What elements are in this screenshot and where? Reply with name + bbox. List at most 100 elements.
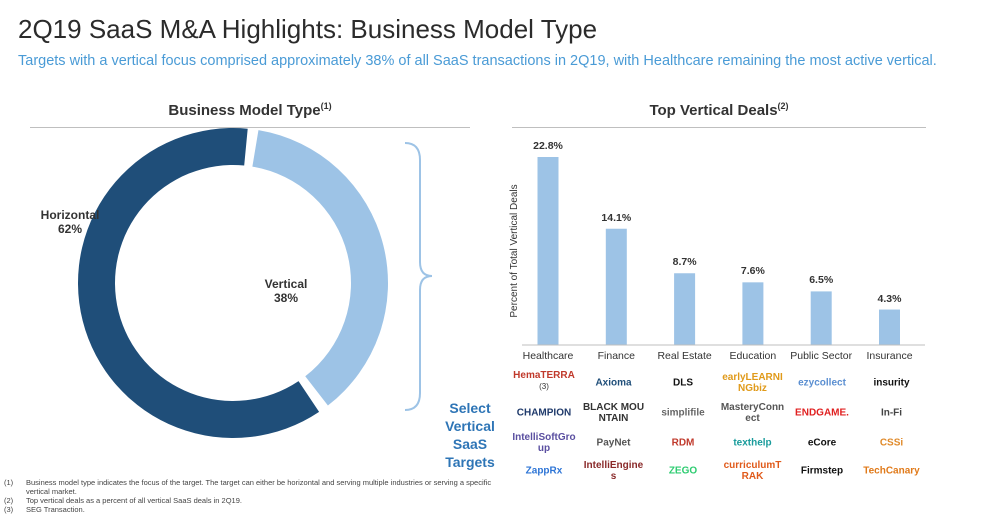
company-logo: CHAMPION bbox=[512, 408, 576, 419]
data-label: 6.5% bbox=[809, 274, 834, 287]
company-logo: eCore bbox=[790, 438, 854, 449]
logo-text: RDM bbox=[671, 437, 695, 449]
logo-text: simplifile bbox=[661, 407, 705, 419]
company-logo: ZEGO bbox=[651, 466, 715, 477]
divider bbox=[30, 127, 470, 128]
logo-text: PayNet bbox=[596, 437, 631, 449]
footnote-text: Top vertical deals as a percent of all v… bbox=[26, 496, 242, 505]
page-subtitle: Targets with a vertical focus comprised … bbox=[18, 53, 937, 69]
footnote: (1) Business model type indicates the foc… bbox=[4, 478, 491, 487]
company-logo: DLS bbox=[651, 378, 715, 389]
company-logo: IntelliSoftGroup bbox=[512, 432, 576, 454]
category-label: Education bbox=[729, 350, 777, 362]
category: Horizontal bbox=[40, 208, 100, 222]
value: 38% bbox=[273, 291, 299, 305]
label-horizontal: Horizontal 62% bbox=[30, 208, 110, 236]
logo-text: In-Fi bbox=[880, 407, 903, 419]
bar-real-estate bbox=[674, 273, 696, 345]
footnote-text: SEG Transaction. bbox=[26, 505, 85, 514]
logo-text: ZEGO bbox=[668, 465, 698, 477]
company-logo: In-Fi bbox=[860, 408, 924, 419]
data-label: 7.6% bbox=[740, 265, 765, 278]
logo-text: MasteryConnect bbox=[720, 402, 785, 424]
footnote-text: vertical market. bbox=[26, 487, 77, 496]
category-label: Insurance bbox=[866, 350, 913, 362]
footnote: (2) Top vertical deals as a percent of al… bbox=[4, 496, 242, 505]
business-model-heading: Business Model Type(1) bbox=[30, 101, 470, 119]
donut-slice-vertical bbox=[252, 130, 388, 406]
heading-text: Business Model Type bbox=[168, 102, 321, 119]
data-label: 8.7% bbox=[672, 256, 697, 269]
data-label: 4.3% bbox=[877, 292, 902, 305]
footnote-ref: (3) bbox=[539, 381, 549, 391]
company-logo: insurity bbox=[860, 378, 924, 389]
category-label: Finance bbox=[597, 350, 635, 362]
footnote-text: Business model type indicates the focus … bbox=[26, 478, 492, 487]
company-logo: HemaTERRA(3) bbox=[512, 370, 576, 396]
logo-text: HemaTERRA bbox=[513, 369, 575, 381]
company-logo: earlyLEARNINGbiz bbox=[721, 372, 785, 394]
company-logo: PayNet bbox=[582, 438, 646, 449]
footnote-num: (2) bbox=[4, 496, 14, 505]
data-label: 14.1% bbox=[601, 211, 632, 224]
footnote: (3) SEG Transaction. bbox=[4, 505, 85, 514]
logo-text: ENDGAME. bbox=[795, 407, 849, 419]
company-logo: BLACK MOUNTAIN bbox=[582, 402, 646, 424]
footnote: vertical market. bbox=[4, 487, 77, 496]
page-title: 2Q19 SaaS M&A Highlights: Business Model… bbox=[18, 14, 598, 44]
logo-text: earlyLEARNINGbiz bbox=[722, 372, 783, 394]
footnote-num: (3) bbox=[4, 505, 14, 514]
company-logo: ENDGAME. bbox=[790, 408, 854, 419]
company-logo: Firmstep bbox=[790, 466, 854, 477]
company-logo: simplifile bbox=[651, 408, 715, 419]
bar-public-sector bbox=[810, 291, 832, 345]
bracket bbox=[404, 142, 433, 411]
company-logo: IntelliEngines bbox=[582, 460, 646, 482]
logo-text: IntelliEngines bbox=[583, 460, 644, 482]
data-label: 22.8% bbox=[533, 140, 563, 152]
category-label: Healthcare bbox=[522, 350, 574, 362]
company-logo: texthelp bbox=[721, 438, 785, 449]
bar-finance bbox=[605, 228, 627, 345]
divider bbox=[512, 127, 926, 128]
logo-text: CHAMPION bbox=[516, 407, 572, 419]
logo-text: DLS bbox=[673, 377, 693, 389]
logo-text: ZappRx bbox=[525, 465, 563, 477]
category: Vertical bbox=[264, 277, 308, 291]
logo-text: insurity bbox=[873, 377, 910, 389]
logo-text: TechCanary bbox=[863, 465, 920, 477]
bar-insurance bbox=[879, 309, 900, 345]
company-logo: ezycollect bbox=[790, 378, 854, 389]
logo-text: eCore bbox=[807, 437, 837, 449]
bar-education bbox=[742, 282, 764, 345]
top-vertical-heading: Top Vertical Deals(2) bbox=[512, 101, 926, 119]
logo-text: CSSi bbox=[879, 437, 904, 449]
heading-text: Top Vertical Deals bbox=[649, 102, 778, 119]
bar-healthcare bbox=[537, 157, 559, 345]
logo-text: curriculumTRAK bbox=[723, 460, 782, 482]
company-logo: CSSi bbox=[860, 438, 924, 449]
logo-text: IntelliSoftGroup bbox=[512, 432, 576, 454]
logo-text: ezycollect bbox=[798, 377, 846, 389]
donut-slice-horizontal bbox=[77, 127, 320, 439]
company-logo: TechCanary bbox=[860, 466, 924, 477]
value: 62% bbox=[57, 222, 83, 236]
logo-text: texthelp bbox=[733, 437, 772, 449]
company-logo: RDM bbox=[651, 438, 715, 449]
company-logo: MasteryConnect bbox=[721, 402, 785, 424]
label-vertical: Vertical 38% bbox=[246, 277, 326, 305]
logo-text: Axioma bbox=[595, 377, 632, 389]
category-label: Real Estate bbox=[657, 350, 712, 362]
company-logo: ZappRx bbox=[512, 466, 576, 477]
company-logo: Axioma bbox=[582, 378, 646, 389]
y-axis-label: Percent of Total Vertical Deals bbox=[509, 184, 520, 318]
select-vertical-targets-label: Select Vertical SaaS Targets bbox=[445, 400, 495, 470]
footnote-ref: (2) bbox=[777, 101, 789, 111]
footnote-num: (1) bbox=[4, 478, 14, 487]
footnote-ref: (1) bbox=[320, 101, 332, 111]
logo-text: Firmstep bbox=[800, 465, 844, 477]
logo-text: BLACK MOUNTAIN bbox=[582, 402, 645, 424]
company-logo: curriculumTRAK bbox=[721, 460, 785, 482]
category-label: Public Sector bbox=[790, 350, 853, 362]
